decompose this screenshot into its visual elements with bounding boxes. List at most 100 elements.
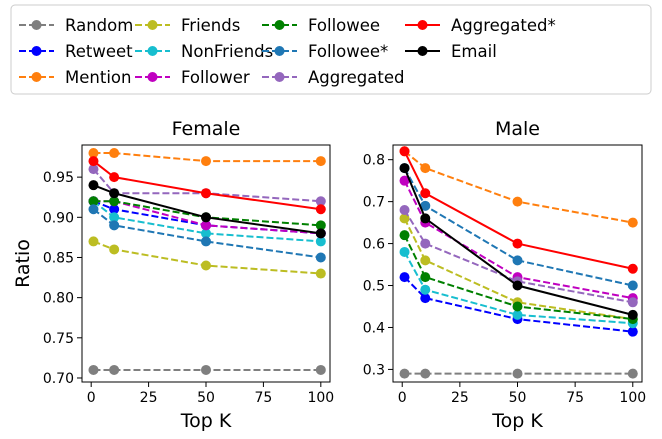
female-point-followee: [315, 220, 326, 231]
male-series-line-retweet: [403, 276, 633, 333]
female-point-nonfriends: [109, 212, 120, 223]
male-point-random: [399, 368, 410, 379]
female-point-random: [201, 364, 211, 375]
female-point-mention: [315, 156, 326, 167]
female-point-mention: [88, 148, 99, 159]
legend: Random Retweet Mention Friends NonFriends Fol…: [10, 4, 652, 95]
male-y-tick-label: 0.8: [363, 153, 385, 169]
legend-label-aggregated-star: Aggregated*: [451, 16, 556, 35]
male-series-line-follower: [403, 180, 633, 300]
female-series-line-aggregated-star: [92, 160, 321, 211]
female-y-tick-label: 0.70: [43, 371, 74, 387]
legend-marker-nonfriends: [147, 46, 158, 56]
male-point-mention: [627, 217, 638, 228]
female-y-tick-label: 0.85: [43, 250, 74, 266]
legend-label-follower: Follower: [181, 68, 250, 87]
female-x-tick-label: 0: [87, 390, 96, 406]
female-point-aggregated-star: [201, 188, 211, 199]
male-title: Male: [495, 118, 540, 140]
male-point-retweet: [627, 326, 638, 337]
male-point-email: [420, 213, 431, 224]
male-series-line-email: [403, 167, 634, 316]
female-y-axis-label: Ratio: [12, 239, 34, 288]
female-point-followee-star: [109, 220, 120, 231]
legend-marker-followee-star: [274, 46, 285, 56]
female-point-mention: [109, 148, 120, 159]
female-point-aggregated: [315, 196, 326, 207]
male-x-tick-label: 50: [509, 390, 527, 406]
female-point-followee-star: [315, 252, 326, 263]
female-point-friends: [315, 268, 326, 279]
female-point-retweet: [109, 204, 120, 215]
female-point-friends: [201, 260, 211, 271]
male-y-tick-label: 0.5: [363, 279, 385, 295]
male-series-line-followee-star: [403, 167, 633, 287]
female-point-email: [109, 188, 120, 199]
legend-marker-mention: [31, 72, 42, 82]
male-point-followee-star: [512, 255, 523, 266]
female-point-follower: [201, 220, 211, 231]
male-point-followee: [512, 301, 523, 312]
legend-marker-friends: [147, 20, 158, 30]
male-x-axis-label: Top K: [491, 410, 543, 432]
male-point-nonfriends: [512, 309, 523, 320]
female-point-followee-star: [201, 236, 211, 247]
male-point-mention: [420, 163, 431, 174]
female-point-nonfriends: [201, 228, 211, 239]
male-x-tick-label: 25: [451, 390, 469, 406]
female-series-line-email: [93, 184, 321, 235]
male-point-aggregated: [627, 297, 638, 308]
male-x-tick-label: 100: [619, 390, 646, 406]
female-point-followee: [109, 196, 120, 207]
male-x-tick-label: 75: [566, 390, 584, 406]
legend-label-nonfriends: NonFriends: [181, 42, 273, 61]
male-point-aggregated: [420, 238, 431, 249]
legend-label-followee-star: Followee*: [308, 42, 388, 61]
legend-label-random: Random: [65, 16, 133, 35]
legend-label-aggregated: Aggregated: [308, 68, 405, 87]
male-point-aggregated: [399, 205, 410, 216]
female-point-friends: [88, 236, 99, 247]
female-title: Female: [172, 118, 241, 140]
male-point-followee-star: [420, 200, 431, 211]
male-point-random: [512, 368, 523, 379]
female-point-aggregated-star: [88, 156, 99, 167]
legend-marker-retweet: [31, 46, 42, 56]
male-point-aggregated-star: [627, 263, 638, 274]
female-x-tick-label: 100: [307, 390, 334, 406]
female-point-nonfriends: [315, 236, 326, 247]
legend-label-followee: Followee: [308, 16, 380, 35]
male-series-line-friends: [403, 217, 633, 321]
legend-marker-random: [31, 20, 42, 30]
legend-label-email: Email: [451, 42, 497, 61]
female-point-random: [88, 364, 99, 375]
male-point-email: [399, 163, 410, 174]
male-point-follower: [399, 175, 410, 186]
female-point-email: [201, 212, 211, 223]
male-series-line-nonfriends: [403, 251, 633, 325]
male-point-followee: [420, 272, 431, 283]
male-point-aggregated-star: [420, 188, 431, 199]
female-plot-frame: [81, 144, 331, 383]
female-point-friends: [109, 244, 120, 255]
male-point-random: [420, 368, 431, 379]
female-point-aggregated-star: [315, 204, 326, 215]
legend-label-mention: Mention: [65, 68, 131, 87]
female-y-tick-label: 0.90: [43, 210, 74, 226]
male-point-mention: [512, 196, 523, 207]
male-point-followee-star: [627, 280, 638, 291]
female-point-email: [88, 180, 99, 191]
male-point-nonfriends: [399, 246, 410, 257]
male-point-email: [627, 309, 638, 320]
female-series-line-friends: [93, 240, 321, 275]
male-plot-frame: [392, 144, 643, 383]
male-panel: Male Top K 0.3 0.4 0.5 0.6 0.7 0.8 0 25 50 75 100: [363, 118, 646, 432]
female-point-random: [109, 364, 120, 375]
female-series-line-aggregated: [92, 168, 321, 203]
female-series-line-followee: [93, 200, 321, 227]
female-x-tick-label: 75: [254, 390, 272, 406]
male-point-retweet: [399, 272, 410, 283]
female-point-followee-star: [88, 204, 99, 215]
male-point-friends: [420, 255, 431, 266]
female-y-tick-label: 0.95: [43, 170, 74, 186]
